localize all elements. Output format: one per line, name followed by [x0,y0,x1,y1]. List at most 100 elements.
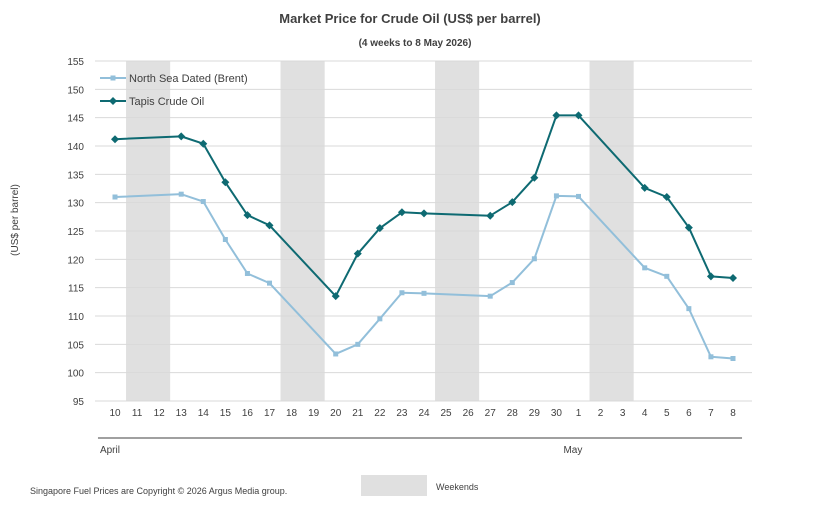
data-point [729,274,737,283]
data-point [708,354,714,360]
data-point [399,290,405,296]
x-tick-label: 12 [154,408,166,419]
y-tick-label: 100 [67,369,84,380]
weekends-legend-swatch [361,475,427,496]
data-point [377,316,383,322]
x-tick-label: 30 [551,408,563,419]
x-tick-label: 18 [286,408,298,419]
data-point [686,306,692,312]
data-point [552,111,561,120]
data-point [244,271,250,276]
x-tick-label: 16 [242,408,254,419]
x-tick-label: 1 [576,408,582,419]
x-tick-label: 11 [132,408,143,419]
data-point [243,211,252,220]
x-tick-label: 7 [708,408,714,419]
data-point [331,292,340,301]
x-tick-label: 13 [176,408,188,419]
data-point [355,341,361,347]
data-point [177,132,186,141]
data-point [375,224,384,233]
month-axis: April May [97,437,743,456]
series-lines [111,111,737,361]
y-tick-label: 120 [67,255,84,266]
y-tick-label: 110 [68,312,84,323]
data-point [265,221,274,230]
data-point [200,199,206,205]
data-point [487,293,493,299]
y-tick-label: 140 [67,142,84,153]
gridlines [95,60,752,402]
data-point [353,249,362,258]
month-label: April [100,445,120,456]
y-tick-label: 150 [67,85,84,96]
data-point [509,280,515,286]
x-tick-label: 25 [441,408,453,419]
y-tick-label: 145 [67,114,84,125]
x-tick-label: 8 [730,408,736,419]
data-point [397,208,406,217]
data-point [178,191,184,197]
data-point [684,223,693,232]
data-point [576,193,581,199]
data-point [662,193,671,201]
x-tick-label: 22 [374,408,386,419]
y-tick-label: 95 [73,397,85,408]
y-axis-label: (US$ per barrel) [10,184,21,256]
x-tick-label: 14 [198,408,210,419]
data-point [730,356,736,361]
copyright-text: Singapore Fuel Prices are Copyright © 20… [30,486,287,496]
x-tick-label: 28 [507,408,519,419]
data-point [199,139,208,148]
x-tick-label: 4 [642,408,648,419]
x-tick-label: 2 [598,408,604,419]
x-tick-label: 15 [220,408,232,419]
data-point [112,194,118,200]
weekends-legend-label: Weekends [436,482,479,492]
y-tick-label: 105 [67,340,84,351]
data-point [111,135,119,144]
x-tick-label: 3 [620,408,626,419]
y-tick-label: 135 [67,170,84,181]
x-tick-label: 24 [418,408,430,419]
legend-marker [110,75,116,81]
data-point [664,273,670,279]
data-point [531,256,537,262]
x-tick-label: 23 [396,408,408,419]
data-point [267,280,272,286]
legend-label: Tapis Crude Oil [129,96,204,108]
x-tick-label: 20 [330,408,342,419]
chart-title: Market Price for Crude Oil (US$ per barr… [279,11,541,26]
x-tick-label: 17 [264,408,276,419]
y-tick-label: 155 [67,57,84,68]
y-tick-label: 115 [68,284,84,295]
y-tick-label: 125 [67,227,84,238]
data-point [642,265,648,271]
data-point [421,290,427,296]
x-tick-label: 21 [352,408,364,419]
chart-subtitle: (4 weeks to 8 May 2026) [359,38,472,49]
y-tick-label: 130 [67,199,84,210]
series-line [114,193,734,360]
data-point [221,178,230,187]
series-line [114,114,734,298]
legend: North Sea Dated (Brent) Tapis Crude Oil [100,73,248,108]
x-tick-label: 19 [308,408,320,419]
data-point [553,193,559,199]
data-point [222,237,228,242]
y-tick-labels: 95 100 105 110 115 120 125 130 135 140 145 150 155 [67,57,84,408]
x-tick-label: 27 [485,408,497,419]
series-0 [112,191,736,361]
data-point [706,272,715,281]
data-point [530,173,539,182]
data-point [640,183,649,192]
x-tick-label: 26 [463,408,475,419]
data-point [574,111,583,120]
x-tick-labels: 10 11 12 13 14 15 16 17 18 19 20 21 22 23 24 25 26 27 28 29… [109,408,736,419]
x-tick-label: 29 [529,408,541,419]
data-point [420,209,428,218]
x-tick-label: 5 [664,408,670,419]
data-point [333,351,339,357]
